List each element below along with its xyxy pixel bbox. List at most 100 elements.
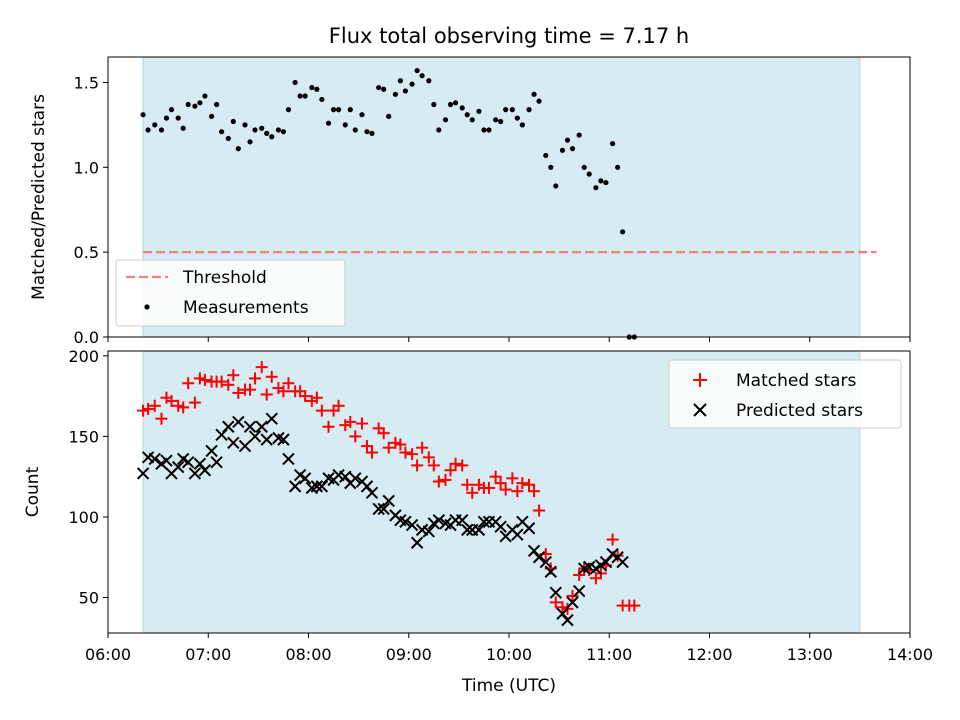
- measurement-point: [302, 93, 308, 99]
- matched-star-point: [511, 485, 524, 498]
- legend-measurements-swatch: [144, 304, 150, 310]
- matched-star-point: [332, 399, 345, 412]
- matched-star-point: [389, 436, 402, 449]
- legend-matched-label: Matched stars: [736, 371, 856, 391]
- bottom-legend-box: [668, 359, 902, 429]
- measurement-point: [536, 98, 542, 104]
- matched-star-point: [277, 385, 290, 398]
- measurement-point: [330, 107, 337, 113]
- measurement-point: [269, 134, 275, 140]
- predicted-star-point: [422, 525, 436, 538]
- measurement-point: [436, 127, 442, 133]
- predicted-star-point: [298, 472, 312, 485]
- predicted-star-point: [171, 460, 185, 474]
- matched-star-point: [499, 483, 512, 496]
- measurement-point: [235, 146, 241, 152]
- measurement-point: [197, 100, 203, 106]
- x-tick-label: 07:00: [185, 645, 231, 664]
- measurement-point: [359, 112, 365, 118]
- predicted-star-point: [461, 523, 474, 537]
- predicted-star-point: [539, 555, 552, 569]
- measurement-point: [493, 117, 499, 123]
- matched-star-point: [416, 441, 429, 454]
- matched-star-point: [260, 388, 273, 401]
- predicted-star-point: [456, 513, 469, 527]
- measurement-point: [280, 129, 287, 135]
- predicted-star-point: [410, 536, 424, 549]
- measurement-point: [486, 127, 492, 133]
- predicted-star-point: [148, 452, 161, 466]
- measurement-point: [285, 107, 292, 113]
- measurement-point: [230, 118, 236, 125]
- predicted-star-point: [210, 455, 223, 469]
- matched-star-point: [432, 475, 445, 488]
- measurement-point: [615, 164, 621, 170]
- y-tick-label: 50: [79, 589, 99, 608]
- predicted-star-point: [527, 544, 541, 558]
- top-legend-box: [115, 259, 346, 327]
- x-axis-label: Time (UTC): [461, 676, 556, 696]
- measurement-point: [202, 93, 208, 99]
- predicted-star-point: [310, 480, 324, 493]
- measurement-point: [152, 122, 158, 128]
- measurement-point: [459, 105, 465, 111]
- measurement-point: [519, 122, 525, 128]
- matched-star-point: [148, 399, 161, 412]
- measurement-point: [419, 73, 425, 79]
- predicted-star-point: [616, 555, 629, 569]
- matched-star-point: [177, 401, 190, 414]
- measurement-point: [352, 127, 358, 133]
- measurement-point: [145, 127, 151, 133]
- matched-star-point: [439, 473, 452, 486]
- matched-star-point: [188, 396, 201, 409]
- predicted-star-point: [181, 455, 195, 469]
- measurement-point: [548, 164, 554, 170]
- top-legend: Threshold Measurements: [115, 259, 346, 327]
- measurement-point: [498, 118, 504, 125]
- measurement-point: [581, 164, 587, 170]
- predicted-star-point: [260, 433, 273, 446]
- predicted-star-point: [339, 470, 352, 483]
- top-x-ticks: [107, 337, 911, 342]
- measurement-point: [402, 88, 409, 94]
- measurement-point: [603, 179, 609, 186]
- predicted-star-point: [282, 452, 295, 466]
- predicted-star-point: [277, 433, 290, 446]
- matched-star-point: [344, 415, 357, 428]
- y-tick-label: 150: [68, 427, 99, 446]
- measurement-point: [208, 113, 215, 119]
- measurement-point: [593, 185, 599, 191]
- matched-stars-series: [137, 361, 641, 615]
- matched-star-point: [411, 459, 424, 472]
- predicted-star-point: [238, 439, 252, 453]
- predicted-star-point: [566, 596, 579, 609]
- matched-star-point: [349, 430, 362, 443]
- measurement-point: [543, 152, 549, 159]
- measurement-point: [158, 127, 165, 133]
- measurement-point: [503, 107, 509, 113]
- predicted-star-point: [232, 415, 245, 429]
- predicted-star-point: [405, 518, 419, 532]
- matched-star-point: [573, 568, 586, 581]
- matched-star-point: [549, 596, 562, 609]
- predicted-star-point: [288, 480, 302, 493]
- measurement-point: [163, 115, 170, 121]
- measurement-point: [214, 101, 220, 108]
- predicted-star-point: [136, 467, 150, 480]
- legend-predicted-label: Predicted stars: [736, 401, 863, 421]
- y-tick-label: 1.5: [74, 73, 99, 92]
- matched-star-point: [215, 375, 228, 388]
- predicted-star-point: [532, 551, 546, 564]
- x-tick-label: 09:00: [386, 645, 432, 664]
- measurement-point: [376, 84, 382, 91]
- predicted-star-point: [265, 412, 278, 425]
- predicted-star-point: [255, 420, 268, 433]
- measurement-point: [319, 96, 325, 103]
- predicted-star-point: [198, 464, 212, 477]
- matched-star-point: [255, 361, 268, 374]
- predicted-star-point: [377, 502, 390, 516]
- measurement-point: [347, 107, 353, 113]
- matched-star-point: [449, 457, 462, 470]
- measurement-point: [225, 135, 231, 142]
